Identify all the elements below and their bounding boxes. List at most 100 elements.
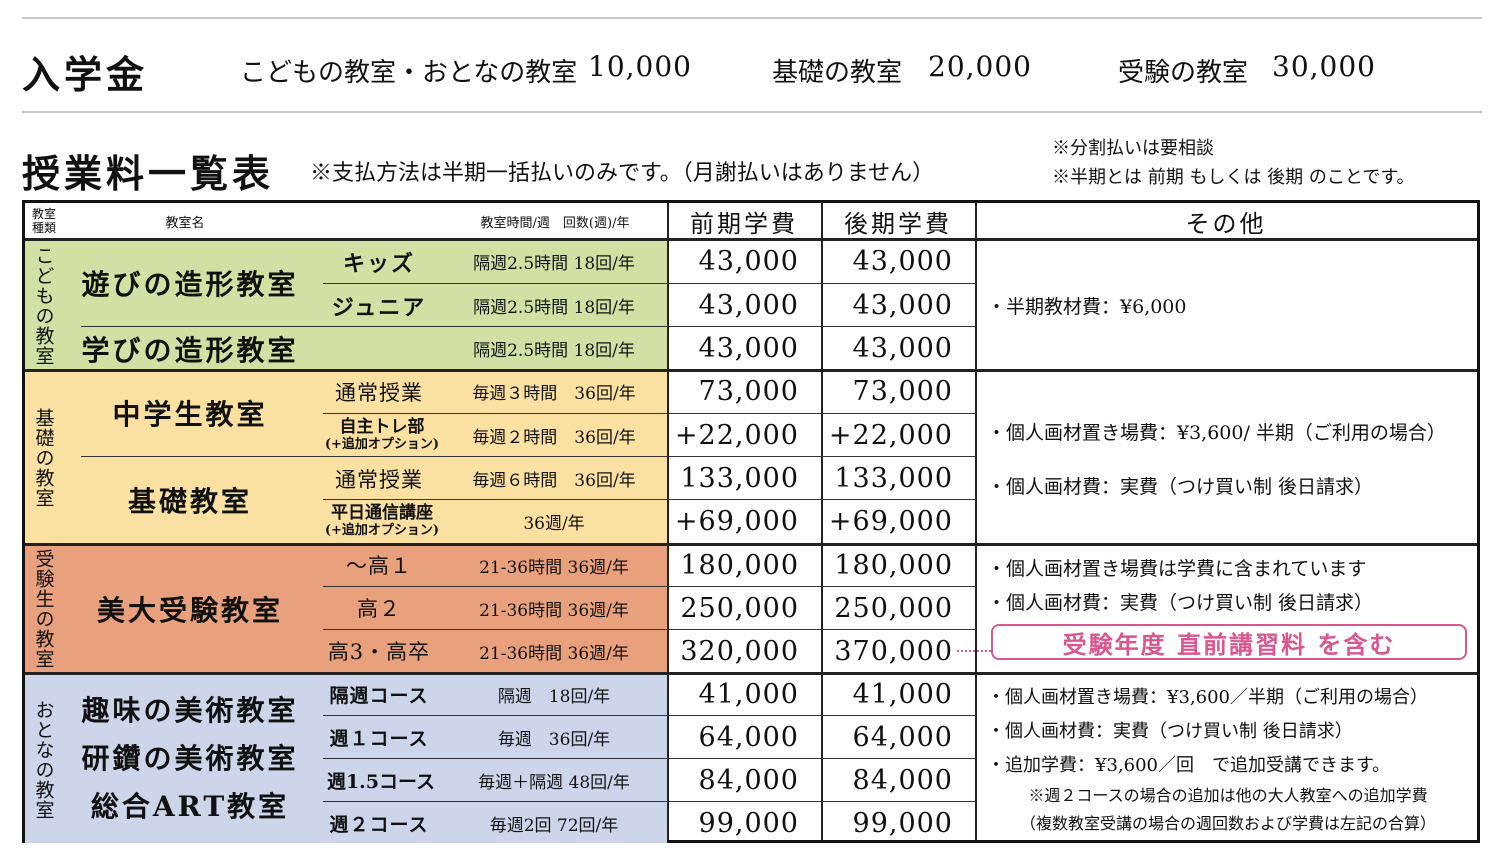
time-correspondence: 36週/年: [523, 514, 585, 534]
other-basic-storage: ・個人画材置き場費：¥3,600/ 半期（ご利用の場合）: [987, 421, 1446, 444]
price-second-correspondence: +69,000: [828, 506, 953, 537]
price-first-k3: 320,000: [680, 635, 799, 667]
hline-header: [25, 238, 1477, 241]
hline-exam-end: [25, 672, 1477, 675]
class-name-asobi: 遊びの造形教室: [81, 268, 299, 301]
price-first-junior: 43,000: [698, 290, 799, 321]
sub-correspondence-option: (+追加オプション): [324, 522, 440, 538]
other-adult-storage: ・個人画材置き場費：¥3,600／半期（ご利用の場合）: [987, 687, 1428, 708]
other-kids: ・半期教材費：¥6,000: [987, 295, 1187, 318]
class-name-study: 研鑽の美術教室: [81, 742, 299, 775]
class-name-hobby: 趣味の美術教室: [81, 694, 299, 727]
other-exam-materials: ・個人画材費：実費（つけ買い制 後日請求）: [987, 591, 1374, 614]
side-note-installment: ※分割払いは要相談: [1052, 138, 1214, 159]
price-first-weekly2: 99,000: [698, 807, 799, 839]
class-name-junior-high: 中学生教室: [112, 398, 268, 431]
hline-adult-1: [323, 715, 975, 716]
hline-kids-end: [25, 369, 1477, 372]
time-regular-jh: 毎週３時間 36回/年: [472, 384, 636, 404]
sub-self-training-option: (+追加オプション): [324, 436, 440, 452]
other-adult-note1: ※週２コースの場合の追加は他の大人教室への追加学費: [1028, 786, 1428, 805]
header-first-term: 前期学費: [690, 209, 798, 238]
price-first-self-training: +22,000: [674, 420, 799, 451]
time-weekly15: 毎週＋隔週 48回/年: [478, 772, 630, 793]
price-first-regular-kiso: 133,000: [680, 463, 799, 494]
bg-exam: [25, 544, 667, 673]
vline-price-second: [821, 203, 823, 840]
header-time-week: 教室時間/週 回数(週)/年: [480, 215, 630, 231]
sub-correspondence-label: 平日通信講座: [331, 502, 433, 523]
vline-other: [975, 203, 977, 840]
sub-junior: ジュニア: [331, 294, 427, 321]
other-exam-storage: ・個人画材置き場費は学費に含まれています: [987, 557, 1367, 580]
hline-basic-end: [25, 543, 1477, 546]
admission-title: 入学金: [22, 52, 149, 97]
time-manabi: 隔週2.5時間 18回/年: [473, 341, 635, 361]
price-first-kids: 43,000: [698, 246, 799, 277]
admission-label-kids-adults: こどもの教室・おとなの教室: [240, 58, 578, 88]
header-second-term: 後期学費: [844, 209, 952, 238]
hline-kids-2: [81, 326, 975, 327]
price-second-manabi: 43,000: [852, 333, 953, 364]
price-second-biweekly: 41,000: [852, 678, 953, 710]
category-adult: おとなの教室: [32, 700, 55, 820]
class-name-kiso: 基礎教室: [127, 485, 252, 518]
time-biweekly: 隔週 18回/年: [497, 686, 611, 707]
price-second-regular-kiso: 133,000: [834, 463, 953, 494]
payment-note: ※支払方法は半期一括払いのみです。（月謝払いはありません）: [310, 161, 935, 186]
sub-regular-kiso: 通常授業: [335, 467, 423, 492]
time-kids: 隔週2.5時間 18回/年: [473, 254, 635, 274]
badge-connector: [957, 650, 991, 652]
time-k2: 21-36時間 36週/年: [479, 600, 629, 621]
admission-label-basic: 基礎の教室: [772, 58, 903, 88]
tuition-title: 授業料一覧表: [22, 151, 275, 196]
bg-basic: [25, 370, 667, 544]
hline-basic-3: [323, 499, 975, 500]
class-name-art: 総合ART教室: [90, 790, 290, 823]
sub-kids: キッズ: [342, 250, 415, 277]
sub-k2: 高２: [357, 597, 401, 621]
other-basic-materials: ・個人画材費：実費（つけ買い制 後日請求）: [987, 475, 1374, 498]
admission-amount-kids-adults: 10,000: [588, 50, 692, 83]
price-first-up-to-k1: 180,000: [680, 549, 799, 581]
class-name-exam: 美大受験教室: [96, 593, 283, 627]
admission-amount-basic: 20,000: [928, 50, 1032, 83]
price-first-correspondence: +69,000: [674, 506, 799, 537]
middle-divider: [22, 111, 1482, 113]
sub-self-training-label: 自主トレ部: [339, 416, 425, 437]
price-first-weekly15: 84,000: [698, 764, 799, 796]
hline-kids-1: [323, 283, 975, 284]
vline-price-first: [667, 203, 669, 840]
price-second-kids: 43,000: [852, 246, 953, 277]
price-second-regular-jh: 73,000: [852, 376, 953, 407]
sub-correspondence: 平日通信講座 (+追加オプション): [323, 500, 441, 543]
category-kids: こどもの教室: [32, 245, 55, 366]
hline-adult-3: [323, 801, 975, 802]
sub-self-training: 自主トレ部 (+追加オプション): [323, 414, 441, 457]
sub-up-to-k1: ～高１: [346, 554, 412, 578]
sub-weekly15: 週1.5コース: [326, 770, 436, 793]
time-weekly2: 毎週2回 72回/年: [489, 815, 619, 836]
side-note-term: ※半期とは 前期 もしくは 後期 のことです。: [1052, 167, 1415, 188]
time-regular-kiso: 毎週６時間 36回/年: [472, 471, 636, 491]
price-second-up-to-k1: 180,000: [834, 549, 953, 581]
price-first-biweekly: 41,000: [698, 678, 799, 710]
header-category: 教室種類: [31, 207, 56, 235]
time-weekly1: 毎週 36回/年: [497, 729, 611, 750]
top-divider: [22, 17, 1482, 19]
other-adult-note2: （複数教室受講の場合の週回数および学費は左記の合算）: [1019, 814, 1436, 833]
sub-weekly1: 週１コース: [329, 727, 429, 750]
other-adult-materials: ・個人画材費：実費（つけ買い制 後日請求）: [987, 721, 1353, 742]
category-exam: 受験生の教室: [32, 549, 55, 669]
hline-exam-1: [323, 586, 975, 587]
price-second-weekly15: 84,000: [852, 764, 953, 796]
sub-regular-jh: 通常授業: [335, 380, 423, 405]
price-second-weekly2: 99,000: [852, 807, 953, 839]
header-other: その他: [1185, 209, 1267, 238]
bg-kids: [25, 240, 667, 370]
price-second-junior: 43,000: [852, 290, 953, 321]
tuition-table: 教室種類 教室名 教室時間/週 回数(週)/年 前期学費 後期学費 その他 こど…: [22, 200, 1480, 843]
price-first-manabi: 43,000: [698, 333, 799, 364]
price-second-weekly1: 64,000: [852, 721, 953, 753]
time-self-training: 毎週２時間 36回/年: [472, 428, 636, 448]
